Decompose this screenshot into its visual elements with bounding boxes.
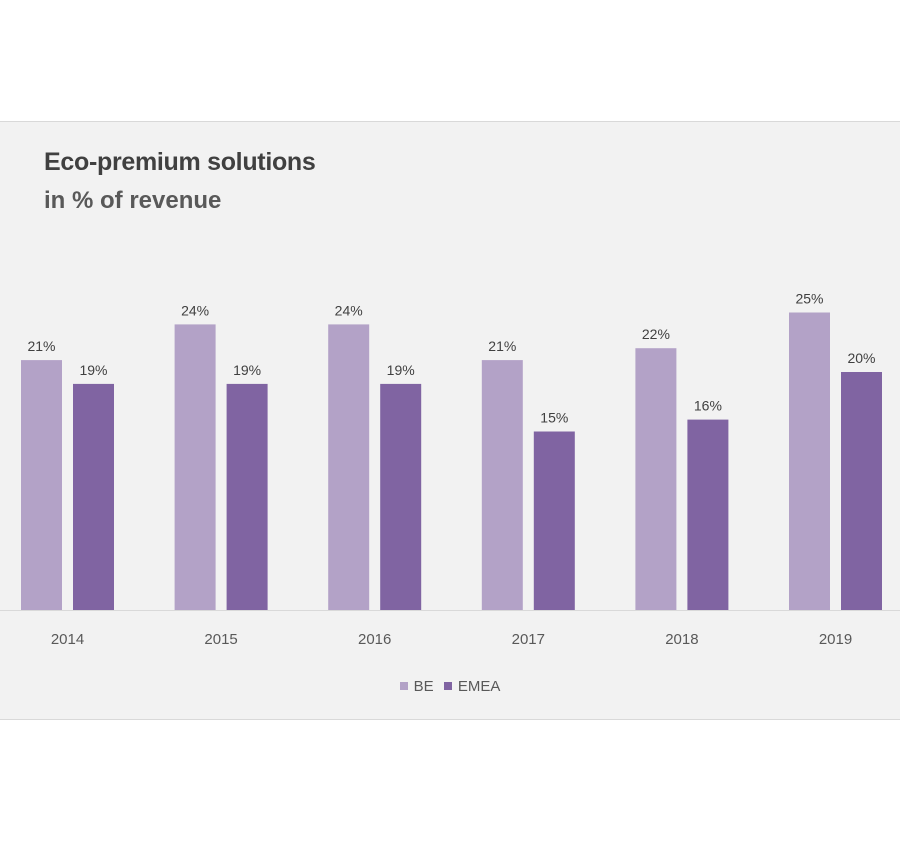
x-tick-label-2017: 2017 bbox=[512, 631, 545, 648]
chart-panel: Eco-premium solutions in % of revenue 21… bbox=[0, 121, 900, 720]
data-label-emea-2016: 19% bbox=[387, 362, 415, 378]
legend-swatch-be bbox=[399, 682, 408, 690]
x-tick-label-2015: 2015 bbox=[204, 631, 237, 648]
chart-subtitle: in % of revenue bbox=[44, 187, 222, 214]
data-label-be-2014: 21% bbox=[27, 338, 55, 354]
x-tick-label-2019: 2019 bbox=[819, 631, 852, 648]
data-label-emea-2014: 19% bbox=[79, 362, 107, 378]
bar-emea-2014 bbox=[73, 383, 114, 610]
data-label-emea-2017: 15% bbox=[540, 410, 568, 426]
bar-be-2018 bbox=[635, 348, 677, 610]
bar-emea-2016 bbox=[380, 383, 422, 610]
bar-emea-2017 bbox=[533, 431, 575, 610]
bar-emea-2018 bbox=[687, 419, 729, 610]
x-tick-label-2014: 2014 bbox=[51, 631, 84, 648]
bar-be-2015 bbox=[174, 324, 216, 610]
chart-plot-area: 21% 19% 2014 24% 19% 2015 24% 19% 2016 21% 15% 2017… bbox=[0, 291, 900, 648]
data-label-be-2018: 22% bbox=[642, 326, 670, 342]
data-label-emea-2019: 20% bbox=[847, 350, 875, 366]
bar-emea-2015 bbox=[226, 383, 268, 610]
bar-be-2016 bbox=[328, 324, 370, 610]
legend-swatch-emea bbox=[443, 682, 452, 690]
bar-emea-2019 bbox=[841, 372, 882, 610]
data-label-be-2016: 24% bbox=[335, 302, 363, 318]
x-tick-label-2016: 2016 bbox=[358, 631, 391, 648]
legend-label-emea: EMEA bbox=[457, 677, 501, 695]
legend-label-be: BE bbox=[413, 677, 434, 695]
data-label-emea-2015: 19% bbox=[233, 362, 261, 378]
chart-legend: BE EMEA bbox=[0, 677, 900, 695]
chart-title: Eco-premium solutions bbox=[44, 148, 316, 176]
data-label-be-2015: 24% bbox=[181, 302, 209, 318]
data-label-be-2017: 21% bbox=[488, 338, 516, 354]
bar-be-2014 bbox=[21, 360, 62, 610]
x-tick-label-2018: 2018 bbox=[665, 631, 698, 648]
bar-be-2017 bbox=[481, 360, 523, 610]
data-label-emea-2018: 16% bbox=[694, 398, 722, 414]
legend-item-be: BE bbox=[399, 677, 434, 695]
bar-be-2019 bbox=[789, 312, 830, 610]
data-label-be-2019: 25% bbox=[795, 291, 823, 307]
legend-item-emea: EMEA bbox=[443, 677, 501, 695]
